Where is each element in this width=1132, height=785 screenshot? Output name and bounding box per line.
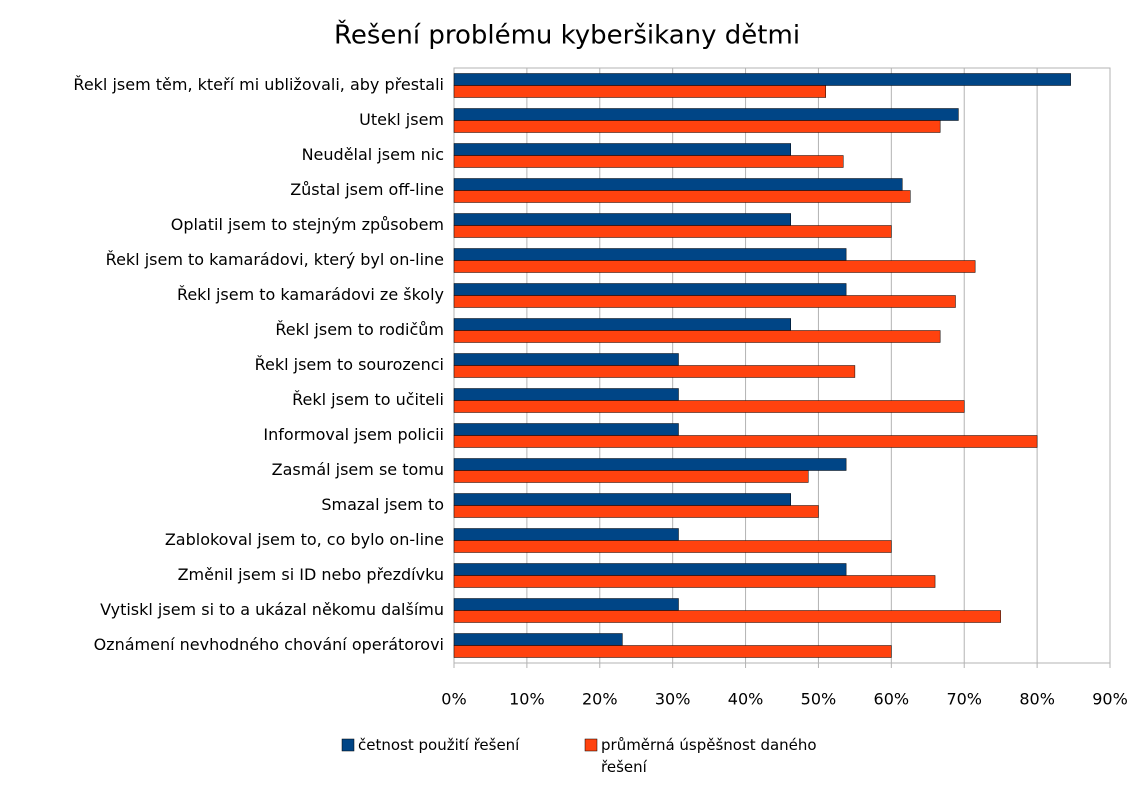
bar bbox=[453, 633, 623, 646]
y-tick-label: Informoval jsem policii bbox=[263, 425, 444, 444]
x-tick-label: 90% bbox=[1092, 690, 1128, 709]
y-tick-label: Zasmál jsem se tomu bbox=[272, 460, 444, 479]
bar bbox=[453, 423, 679, 436]
bar bbox=[453, 540, 892, 553]
bar bbox=[453, 645, 892, 658]
y-tick-label: Řekl jsem těm, kteří mi ubližovali, aby … bbox=[73, 75, 444, 94]
chart-title: Řešení problému kyberšikany dětmi bbox=[334, 19, 800, 51]
bar bbox=[453, 225, 892, 238]
bar bbox=[453, 318, 791, 331]
x-tick-label: 60% bbox=[874, 690, 910, 709]
bar bbox=[453, 598, 679, 611]
y-tick-label: Řekl jsem to rodičům bbox=[275, 320, 444, 339]
bar bbox=[453, 400, 965, 413]
bar bbox=[453, 178, 903, 191]
bar bbox=[453, 283, 847, 296]
bar bbox=[453, 493, 791, 506]
legend-swatch bbox=[584, 738, 598, 752]
x-tick-label: 80% bbox=[1019, 690, 1055, 709]
bar bbox=[453, 563, 847, 576]
bar bbox=[453, 190, 911, 203]
bar bbox=[453, 213, 791, 226]
bar bbox=[453, 330, 941, 343]
y-tick-label: Neudělal jsem nic bbox=[302, 145, 444, 164]
bar bbox=[453, 458, 847, 471]
legend-swatch bbox=[341, 738, 355, 752]
bar bbox=[453, 575, 936, 588]
x-tick-label: 50% bbox=[801, 690, 837, 709]
bar bbox=[453, 295, 956, 308]
bar bbox=[453, 470, 809, 483]
bar bbox=[453, 73, 1071, 86]
legend-label: četnost použití řešení bbox=[358, 736, 520, 754]
x-tick-label: 0% bbox=[441, 690, 466, 709]
x-tick-label: 10% bbox=[509, 690, 545, 709]
bar bbox=[453, 260, 976, 273]
bar bbox=[453, 155, 844, 168]
y-tick-label: Smazal jsem to bbox=[321, 495, 444, 514]
bar bbox=[453, 505, 819, 518]
x-tick-label: 70% bbox=[946, 690, 982, 709]
y-tick-label: Řekl jsem to učiteli bbox=[292, 390, 444, 409]
y-tick-label: Změnil jsem si ID nebo přezdívku bbox=[178, 565, 444, 584]
x-tick-label: 30% bbox=[655, 690, 691, 709]
bar bbox=[453, 388, 679, 401]
bar bbox=[453, 365, 856, 378]
bar bbox=[453, 353, 679, 366]
legend-label: průměrná úspěšnost daného řešení bbox=[601, 736, 817, 776]
y-tick-label: Zablokoval jsem to, co bylo on-line bbox=[165, 530, 444, 549]
bar bbox=[453, 528, 679, 541]
bar bbox=[453, 85, 826, 98]
bar bbox=[453, 435, 1038, 448]
y-tick-label: Řekl jsem to sourozenci bbox=[255, 355, 444, 374]
y-tick-label: Oznámení nevhodného chování operátorovi bbox=[94, 635, 444, 654]
x-tick-label: 20% bbox=[582, 690, 618, 709]
y-tick-label: Řekl jsem to kamarádovi, který byl on-li… bbox=[106, 250, 444, 269]
bar bbox=[453, 143, 791, 156]
y-tick-label: Zůstal jsem off-line bbox=[290, 180, 444, 199]
y-tick-label: Vytiskl jsem si to a ukázal někomu další… bbox=[100, 600, 444, 619]
x-tick-label: 40% bbox=[728, 690, 764, 709]
y-tick-label: Utekl jsem bbox=[359, 110, 444, 129]
bar bbox=[453, 108, 959, 121]
bar bbox=[453, 610, 1001, 623]
bar bbox=[453, 248, 847, 261]
y-tick-label: Oplatil jsem to stejným způsobem bbox=[171, 215, 444, 234]
bar bbox=[453, 120, 941, 133]
y-tick-label: Řekl jsem to kamarádovi ze školy bbox=[177, 285, 444, 304]
